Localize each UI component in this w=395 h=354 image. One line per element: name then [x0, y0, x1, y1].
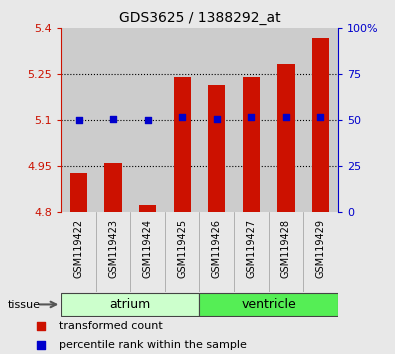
Text: GSM119429: GSM119429: [316, 219, 325, 278]
Point: [214, 116, 220, 121]
Text: GSM119428: GSM119428: [281, 219, 291, 278]
Text: percentile rank within the sample: percentile rank within the sample: [59, 340, 247, 350]
Point: [145, 118, 151, 123]
Text: GSM119424: GSM119424: [143, 219, 152, 278]
Text: GSM119425: GSM119425: [177, 219, 187, 278]
Point: [317, 114, 324, 120]
Text: GSM119427: GSM119427: [246, 219, 256, 278]
Title: GDS3625 / 1388292_at: GDS3625 / 1388292_at: [118, 11, 280, 24]
Bar: [243, 78, 260, 212]
Point: [38, 324, 44, 329]
FancyBboxPatch shape: [61, 293, 199, 316]
Text: transformed count: transformed count: [59, 321, 163, 331]
Bar: [269, 28, 303, 212]
Text: GSM119426: GSM119426: [212, 219, 222, 278]
FancyBboxPatch shape: [199, 293, 338, 316]
Bar: [165, 28, 199, 212]
Bar: [104, 163, 122, 212]
Point: [75, 118, 82, 123]
Point: [179, 114, 185, 120]
Point: [283, 114, 289, 120]
Bar: [70, 172, 87, 212]
Point: [110, 116, 116, 121]
Bar: [277, 64, 295, 212]
Bar: [303, 28, 338, 212]
Bar: [139, 205, 156, 212]
Text: tissue: tissue: [8, 300, 41, 310]
Text: GSM119422: GSM119422: [73, 219, 83, 278]
Bar: [173, 78, 191, 212]
Bar: [130, 28, 165, 212]
Bar: [312, 38, 329, 212]
Bar: [234, 28, 269, 212]
Text: ventricle: ventricle: [241, 298, 296, 311]
Text: GSM119423: GSM119423: [108, 219, 118, 278]
Text: atrium: atrium: [110, 298, 151, 311]
Point: [248, 114, 254, 120]
Bar: [96, 28, 130, 212]
Point: [38, 342, 44, 348]
Bar: [61, 28, 96, 212]
Bar: [199, 28, 234, 212]
Bar: [208, 85, 226, 212]
